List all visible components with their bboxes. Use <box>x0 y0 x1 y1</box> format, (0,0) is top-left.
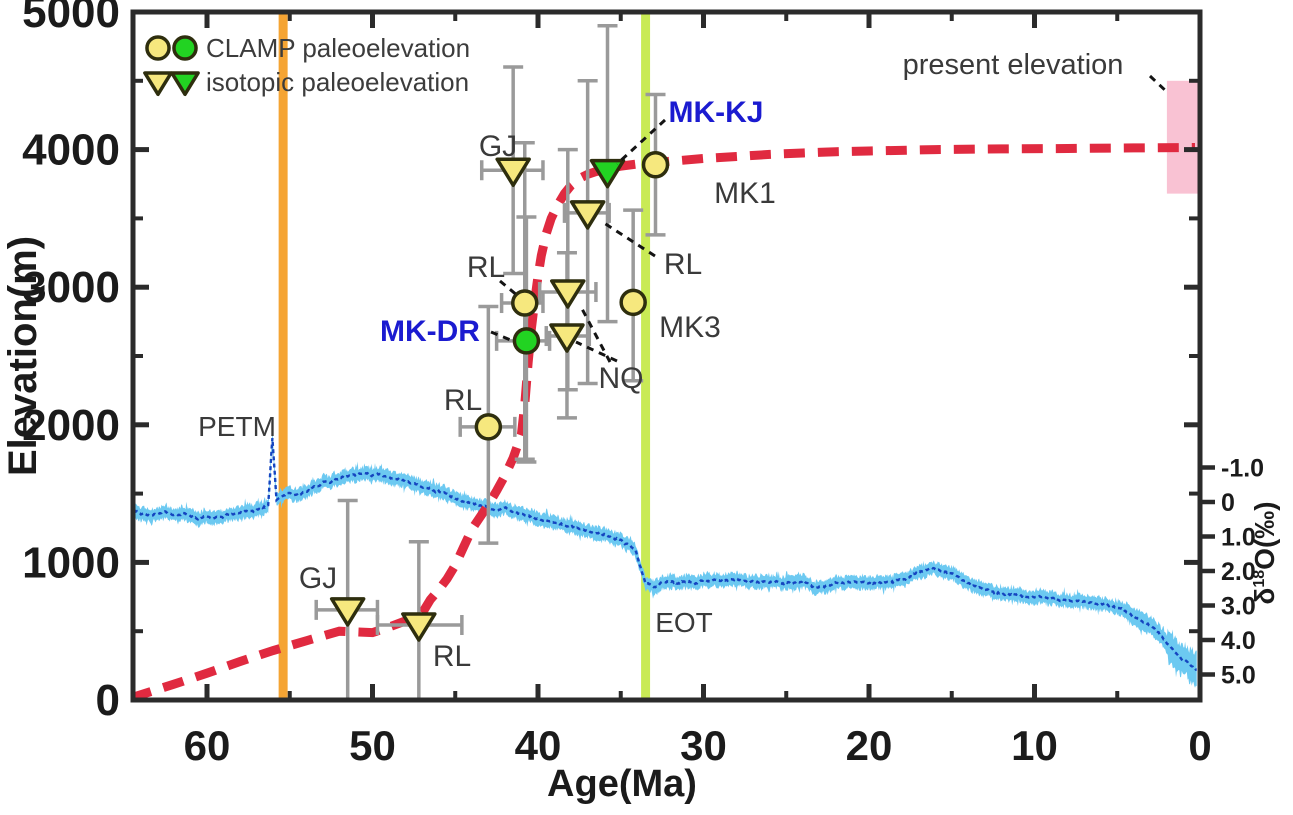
marker-MK_DR <box>512 327 541 355</box>
label-MK_KJ: MK-KJ <box>669 96 764 129</box>
legend-label: isotopic paleoelevation <box>206 67 469 97</box>
label-RL_lower: RL <box>433 640 471 673</box>
y-tick-label: 0 <box>96 676 120 725</box>
label-MK3: MK3 <box>659 311 721 344</box>
label-eot: EOT <box>655 607 713 638</box>
marker-MK1 <box>641 150 670 179</box>
legend-circle-green-icon <box>172 35 198 61</box>
label-NQ_lower: NQ <box>599 362 644 395</box>
d18o-tick-label: 5.0 <box>1221 662 1256 690</box>
marker-GJ_lower <box>329 597 366 627</box>
y-tick-label: 3000 <box>22 263 120 312</box>
legend-label: CLAMP paleoelevation <box>206 33 470 63</box>
leader-MK_DR <box>490 330 514 343</box>
marker-RL_c <box>474 413 503 441</box>
leader-NQ_lower <box>578 304 612 363</box>
y-tick-label: 1000 <box>22 538 120 587</box>
marker-RL_a <box>511 289 539 317</box>
label-GJ_lower: GJ <box>299 562 337 595</box>
y-axis-title: Elevation(m) <box>1 236 45 476</box>
label-RL_b: RL <box>664 248 702 281</box>
d18o-axis-title: δ18O(‰) <box>1249 501 1280 604</box>
site-markers <box>329 150 670 642</box>
red-elevation-curve <box>133 143 1196 702</box>
d18o-tick-label: 4.0 <box>1221 627 1256 655</box>
marker-NQ_upper <box>550 279 586 309</box>
d18o-tick-label: 1.0 <box>1221 524 1256 552</box>
tick-labels: 60 50 40 30 20 10 0010002000300040005000-1.001… <box>22 0 1264 769</box>
x-tick-label: 30 <box>680 722 727 769</box>
label-present-elevation: present elevation <box>903 49 1124 81</box>
leader-MK_KJ <box>615 118 667 166</box>
x-tick-label: 20 <box>846 722 893 769</box>
y-tick-label: 4000 <box>22 126 120 175</box>
marker-MK3 <box>619 288 647 317</box>
leader-RL_b <box>600 219 656 258</box>
y-tick-label: 5000 <box>22 0 120 37</box>
x-tick-label: 60 <box>184 722 231 769</box>
label-MK1: MK1 <box>714 177 776 210</box>
label-petm: PETM <box>198 411 276 442</box>
x-tick-label: 40 <box>515 722 562 769</box>
label-GJ_upper: GJ <box>479 130 517 163</box>
legend-triangle-green-icon <box>170 71 200 97</box>
marker-MK_KJ <box>589 158 626 189</box>
legend: CLAMP paleoelevation isotopic paleoelevat… <box>143 33 470 97</box>
d18o-tick-label: -1.0 <box>1221 455 1264 483</box>
leader-present-elevation <box>1148 74 1169 94</box>
leader-RL_a <box>499 279 519 298</box>
label-RL_c: RL <box>444 384 482 417</box>
red-elevation-curve-group <box>133 143 1196 702</box>
x-tick-label: 10 <box>1011 722 1058 769</box>
d18o-tick-label: 0 <box>1221 489 1235 517</box>
legend-circle-yellow-icon <box>145 35 171 61</box>
label-RL_a: RL <box>467 251 505 284</box>
x-axis-title: Age(Ma) <box>547 763 697 805</box>
label-MK_DR: MK-DR <box>380 315 480 348</box>
d18o-tick-label: 3.0 <box>1221 593 1256 621</box>
marker-GJ_upper <box>495 157 531 187</box>
plot-border <box>130 9 1203 703</box>
y-tick-label: 2000 <box>22 401 120 450</box>
x-tick-label: 50 <box>349 722 396 769</box>
d18o-tick-label: 2.0 <box>1221 558 1256 586</box>
marker-NQ_lower <box>549 323 585 353</box>
site-labels: GJ MK-KJ MK1 RL MK-DR RL NQ MK3 RL GJ RL <box>299 96 776 673</box>
marker-RL_b <box>569 200 606 230</box>
present-elevation-box <box>1166 80 1198 194</box>
x-tick-label: 0 <box>1188 722 1211 769</box>
marker-RL_lower <box>401 612 437 642</box>
legend-triangle-yellow-icon <box>143 71 173 97</box>
